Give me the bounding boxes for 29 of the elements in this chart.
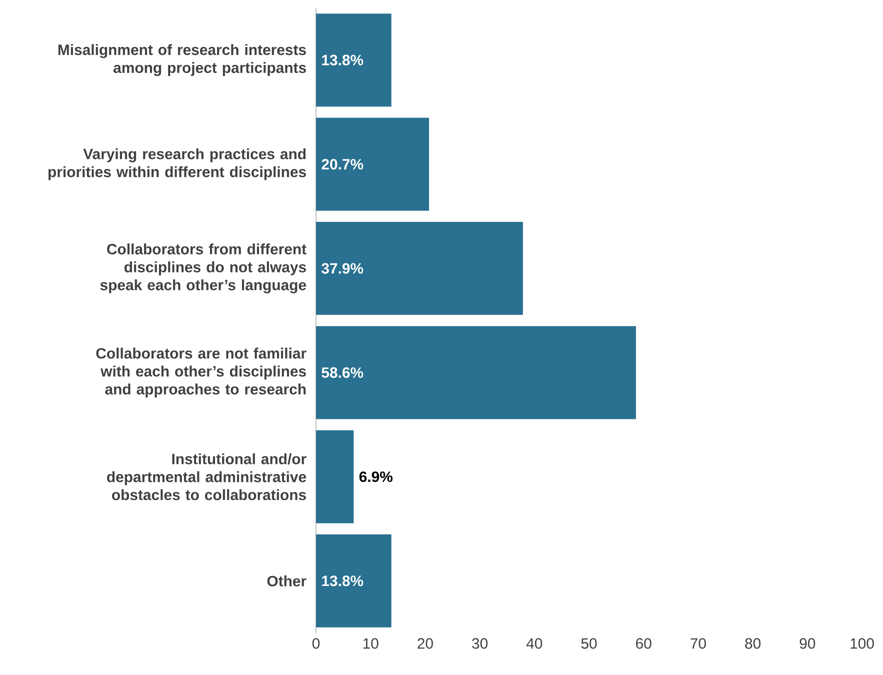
bar bbox=[316, 222, 523, 315]
y-tick-label: Varying research practices and priorities within different disciplines bbox=[48, 148, 306, 180]
data-label: 58.6% bbox=[322, 367, 364, 378]
bar bbox=[316, 534, 392, 628]
y-tick-label: Collaborators from different disciplines do not always speak each other’s language bbox=[100, 243, 306, 294]
x-tick-label: 80 bbox=[745, 638, 761, 649]
bar bbox=[316, 118, 430, 211]
data-label: 37.9% bbox=[322, 263, 364, 274]
data-label: 20.7% bbox=[322, 158, 364, 170]
data-label: 6.9% bbox=[359, 471, 393, 482]
y-tick-label: Other bbox=[267, 575, 306, 586]
bar bbox=[316, 430, 354, 524]
data-label: 13.8% bbox=[322, 54, 364, 66]
x-tick-label: 10 bbox=[363, 638, 378, 649]
x-tick-label: 20 bbox=[418, 638, 433, 649]
x-tick-label: 100 bbox=[850, 638, 874, 649]
y-tick-label: Collaborators are not familiar with each other’s disciplines and approaches to research bbox=[96, 348, 306, 398]
x-tick-label: 60 bbox=[636, 638, 652, 649]
bar bbox=[316, 326, 636, 420]
y-tick-label: Institutional and/or departmental administrative obstacles to collaborations bbox=[107, 453, 306, 500]
x-tick-label: 0 bbox=[312, 638, 320, 649]
y-tick-label: Misalignment of research interests among project participants bbox=[58, 44, 306, 76]
bar bbox=[316, 14, 392, 107]
x-tick-label: 40 bbox=[526, 638, 542, 649]
x-tick-label: 70 bbox=[690, 638, 706, 649]
data-label: 13.8% bbox=[322, 576, 364, 586]
x-tick-label: 50 bbox=[581, 638, 597, 649]
x-tick-label: 30 bbox=[472, 638, 488, 649]
x-tick-label: 90 bbox=[800, 638, 816, 649]
